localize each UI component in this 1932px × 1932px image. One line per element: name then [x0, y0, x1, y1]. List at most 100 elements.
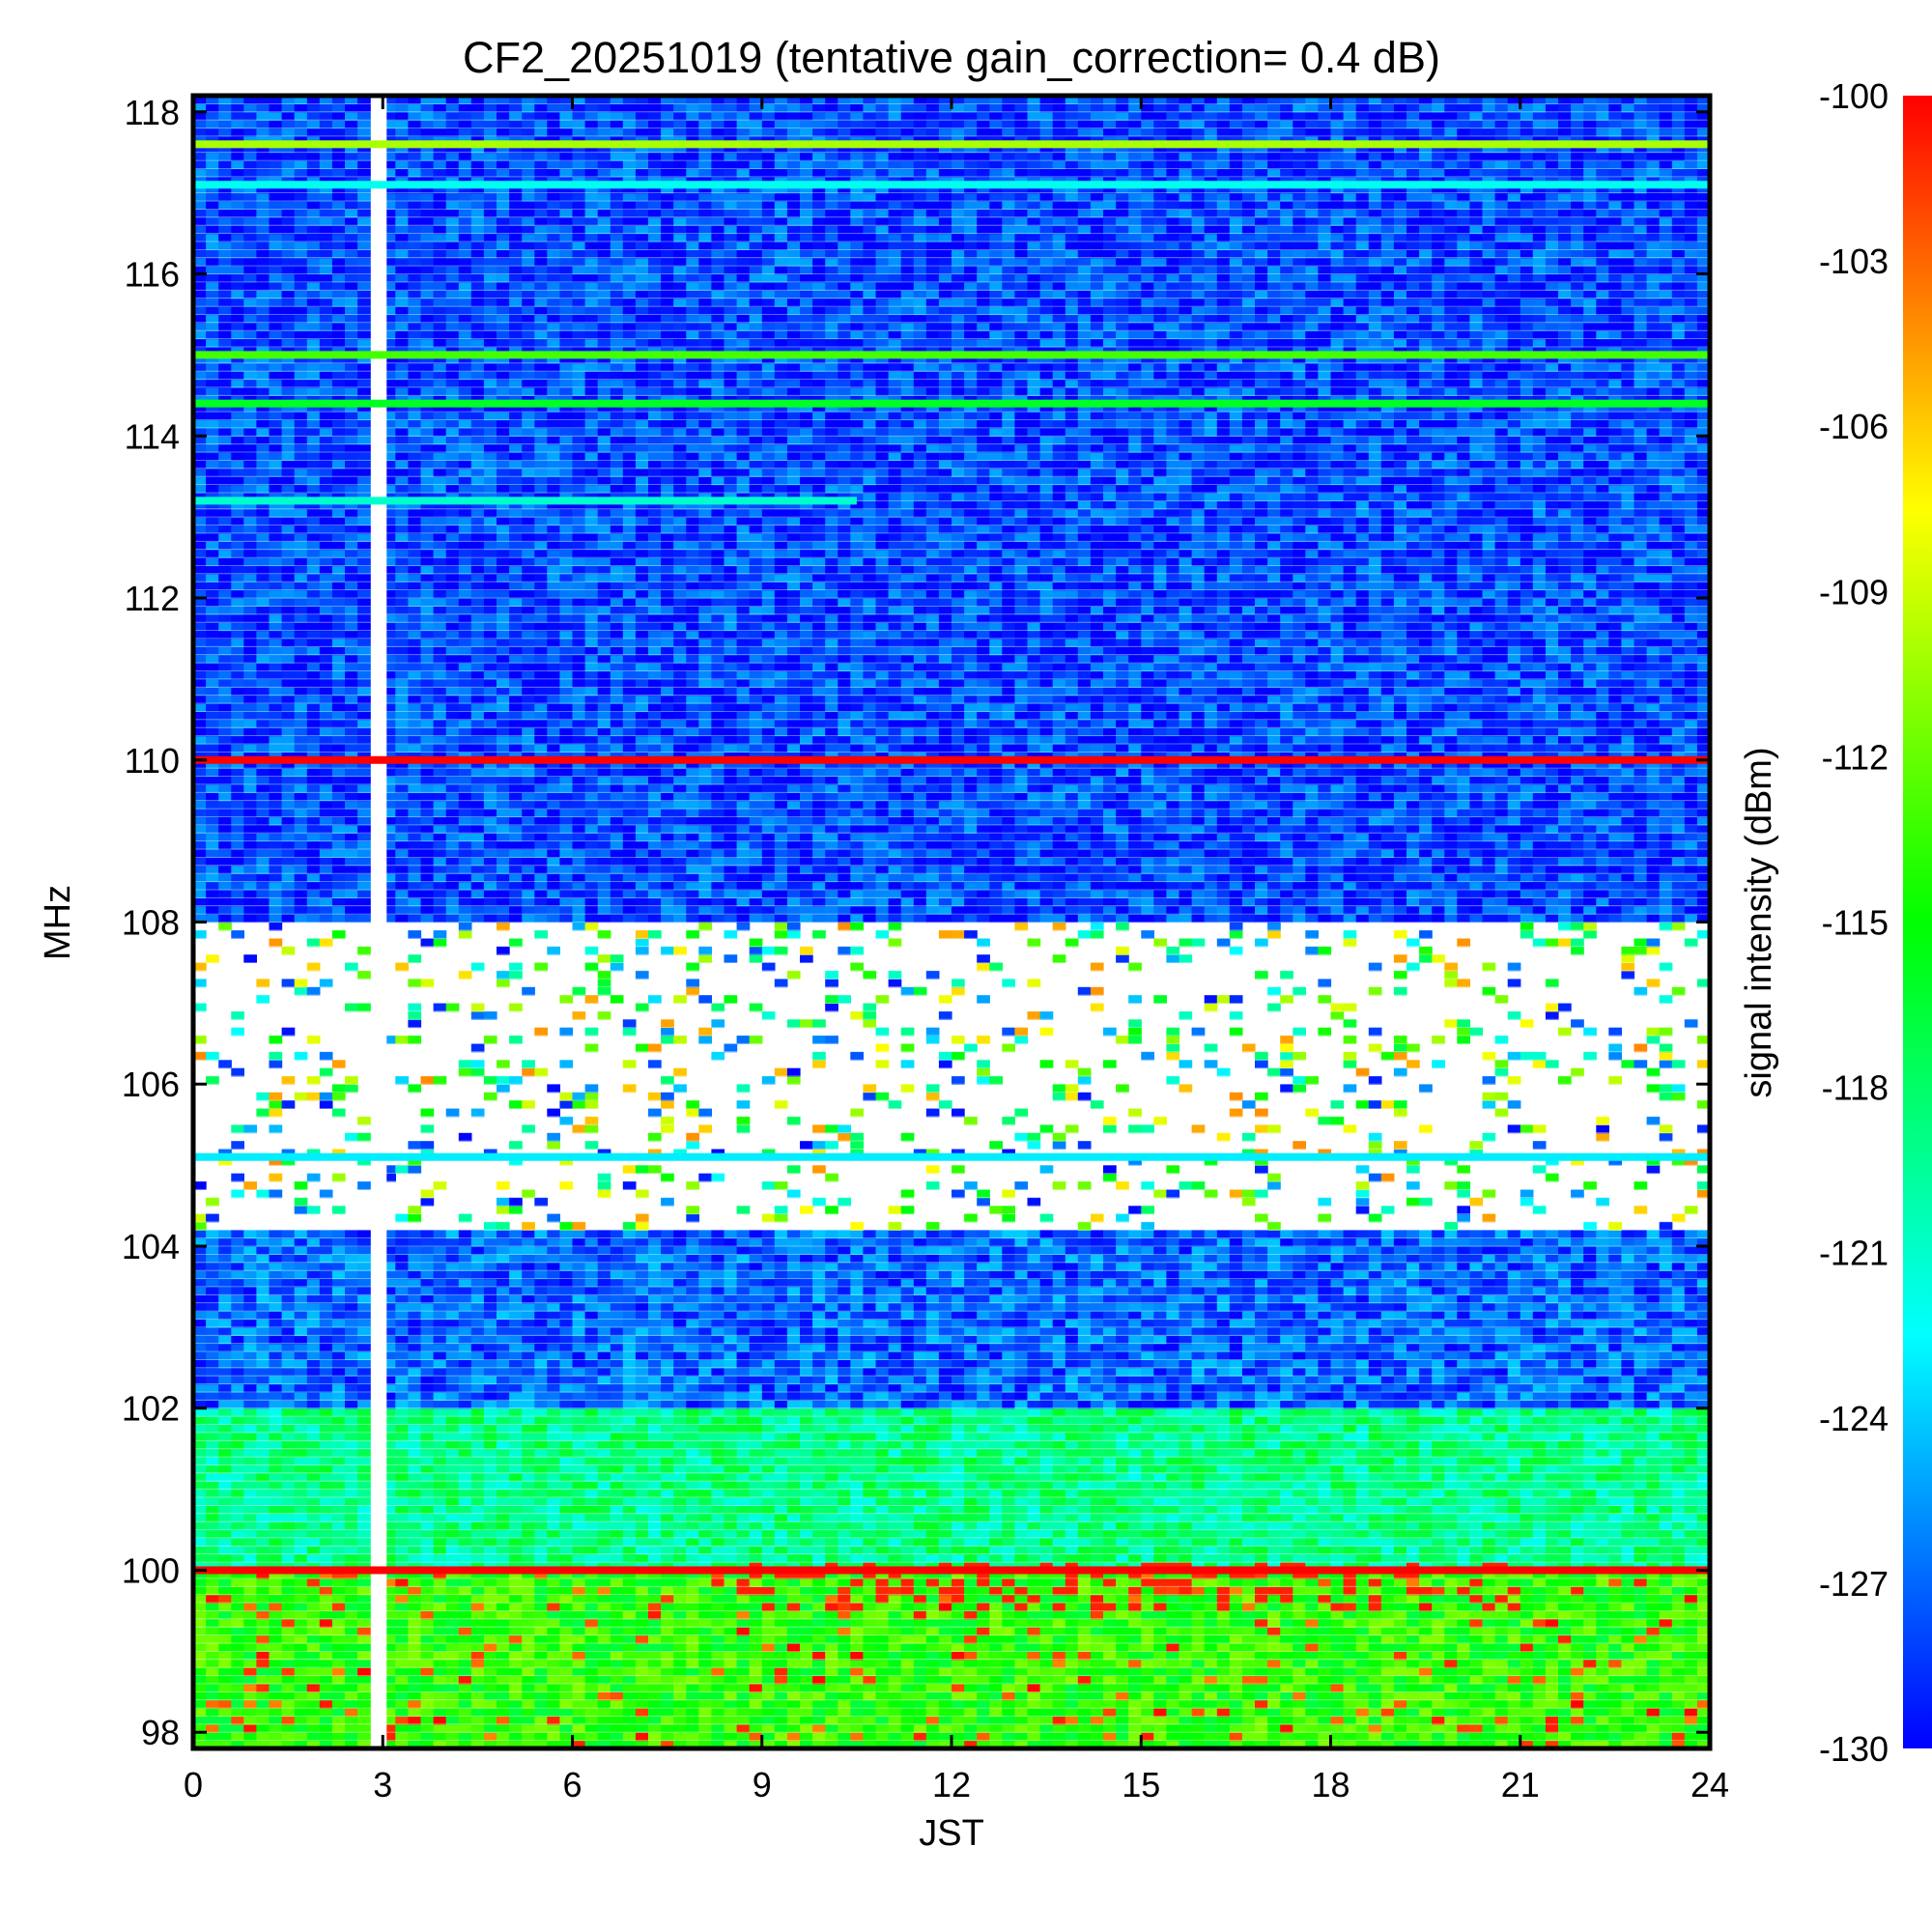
heatmap-cell	[256, 1699, 270, 1709]
heatmap-cell	[761, 1643, 776, 1652]
heatmap-cell	[1583, 1667, 1597, 1677]
heatmap-cell	[433, 1546, 447, 1555]
heatmap-cell	[1444, 1424, 1458, 1434]
heatmap-cell	[838, 1407, 851, 1417]
heatmap-cell	[522, 1546, 535, 1555]
heatmap-cell	[1216, 1716, 1231, 1725]
heatmap-cell	[1179, 1472, 1193, 1482]
heatmap-cell	[1141, 1708, 1154, 1718]
heatmap-cell	[1457, 1481, 1470, 1491]
heatmap-cell	[900, 1481, 915, 1491]
heatmap-cell	[863, 1472, 877, 1482]
heatmap-cell	[445, 1716, 460, 1725]
heatmap-cell	[1558, 1651, 1572, 1661]
heatmap-cell	[1482, 1570, 1496, 1579]
heatmap-cell	[1671, 1577, 1686, 1587]
heatmap-cell	[193, 1740, 207, 1748]
heatmap-cell	[1355, 1667, 1370, 1677]
heatmap-cell	[622, 1723, 637, 1733]
heatmap-cell	[395, 1407, 409, 1417]
heatmap-cell	[269, 1472, 283, 1482]
heatmap-cell	[231, 1643, 244, 1652]
heatmap-cell	[1532, 1553, 1547, 1563]
heatmap-cell	[1027, 1659, 1041, 1668]
heatmap-cell	[383, 1610, 396, 1620]
heatmap-cell	[648, 1432, 662, 1441]
heatmap-cell	[850, 1659, 864, 1668]
heatmap-cell	[1216, 1553, 1231, 1563]
heatmap-cell	[1343, 1497, 1357, 1506]
heatmap-cell	[724, 1740, 738, 1748]
heatmap-cell	[1255, 1529, 1268, 1539]
heatmap-cell	[989, 1577, 1003, 1587]
heatmap-cell	[774, 1643, 788, 1652]
heatmap-cell	[1671, 1594, 1686, 1604]
heatmap-cell	[1065, 1546, 1079, 1555]
heatmap-cell	[306, 1603, 321, 1611]
heatmap-cell	[345, 1627, 358, 1636]
heatmap-cell	[736, 1643, 751, 1652]
heatmap-cell	[888, 1546, 902, 1555]
heatmap-cell	[952, 1570, 965, 1579]
heatmap-cell	[698, 1691, 712, 1701]
heatmap-cell	[331, 1586, 346, 1596]
heatmap-cell	[964, 1505, 978, 1515]
heatmap-cell	[1039, 1610, 1054, 1620]
heatmap-cell	[1621, 1537, 1635, 1547]
heatmap-cell	[1166, 1683, 1180, 1692]
heatmap-cell	[383, 1416, 396, 1426]
heatmap-cell	[1191, 1424, 1206, 1434]
heatmap-cell	[1457, 1529, 1470, 1539]
heatmap-cell	[1355, 1457, 1370, 1466]
heatmap-cell	[1419, 1537, 1433, 1547]
heatmap-cell	[1532, 1537, 1547, 1547]
heatmap-cell	[863, 1634, 877, 1644]
heatmap-cell	[306, 1651, 321, 1661]
heatmap-cell	[458, 1505, 472, 1515]
heatmap-cell	[1179, 1699, 1193, 1709]
heatmap-cell	[256, 1497, 270, 1506]
heatmap-cell	[1432, 1740, 1445, 1748]
heatmap-cell	[458, 1683, 472, 1692]
heatmap-cell	[913, 1497, 927, 1506]
heatmap-cell	[1318, 1424, 1332, 1434]
heatmap-cell	[964, 1553, 978, 1563]
heatmap-cell	[952, 1708, 965, 1718]
heatmap-cell	[1684, 1586, 1698, 1596]
heatmap-cell	[1583, 1432, 1597, 1441]
heatmap-cell	[1634, 1651, 1648, 1661]
heatmap-cell	[1406, 1723, 1420, 1733]
heatmap-cell	[900, 1603, 915, 1611]
heatmap-cell	[1596, 1577, 1609, 1587]
heatmap-cell	[1267, 1481, 1281, 1491]
heatmap-cell	[1103, 1659, 1117, 1668]
heatmap-cell	[345, 1537, 358, 1547]
heatmap-cell	[1507, 1537, 1521, 1547]
heatmap-cell	[1204, 1546, 1218, 1555]
heatmap-cell	[559, 1610, 574, 1620]
heatmap-cell	[1571, 1659, 1584, 1668]
heatmap-cell	[622, 1708, 637, 1718]
heatmap-cell	[1027, 1618, 1041, 1628]
heatmap-cell	[1646, 1497, 1661, 1506]
heatmap-cell	[977, 1489, 990, 1498]
heatmap-cell	[1255, 1691, 1268, 1701]
heatmap-cell	[863, 1505, 877, 1515]
heatmap-cell	[711, 1675, 725, 1685]
heatmap-cell	[749, 1699, 763, 1709]
heatmap-cell	[1179, 1513, 1193, 1522]
heatmap-cell	[395, 1497, 409, 1506]
heatmap-cell	[1267, 1464, 1281, 1474]
heatmap-cell	[433, 1594, 447, 1604]
heatmap-cell	[256, 1643, 270, 1652]
heatmap-cell	[1571, 1651, 1584, 1661]
heatmap-cell	[483, 1497, 497, 1506]
heatmap-cell	[1545, 1708, 1559, 1718]
heatmap-cell	[989, 1634, 1003, 1644]
heatmap-cell	[1355, 1537, 1370, 1547]
heatmap-cell	[952, 1723, 965, 1733]
heatmap-cell	[1255, 1457, 1268, 1466]
heatmap-cell	[1343, 1537, 1357, 1547]
heatmap-cell	[1204, 1708, 1218, 1718]
heatmap-cell	[408, 1481, 422, 1491]
